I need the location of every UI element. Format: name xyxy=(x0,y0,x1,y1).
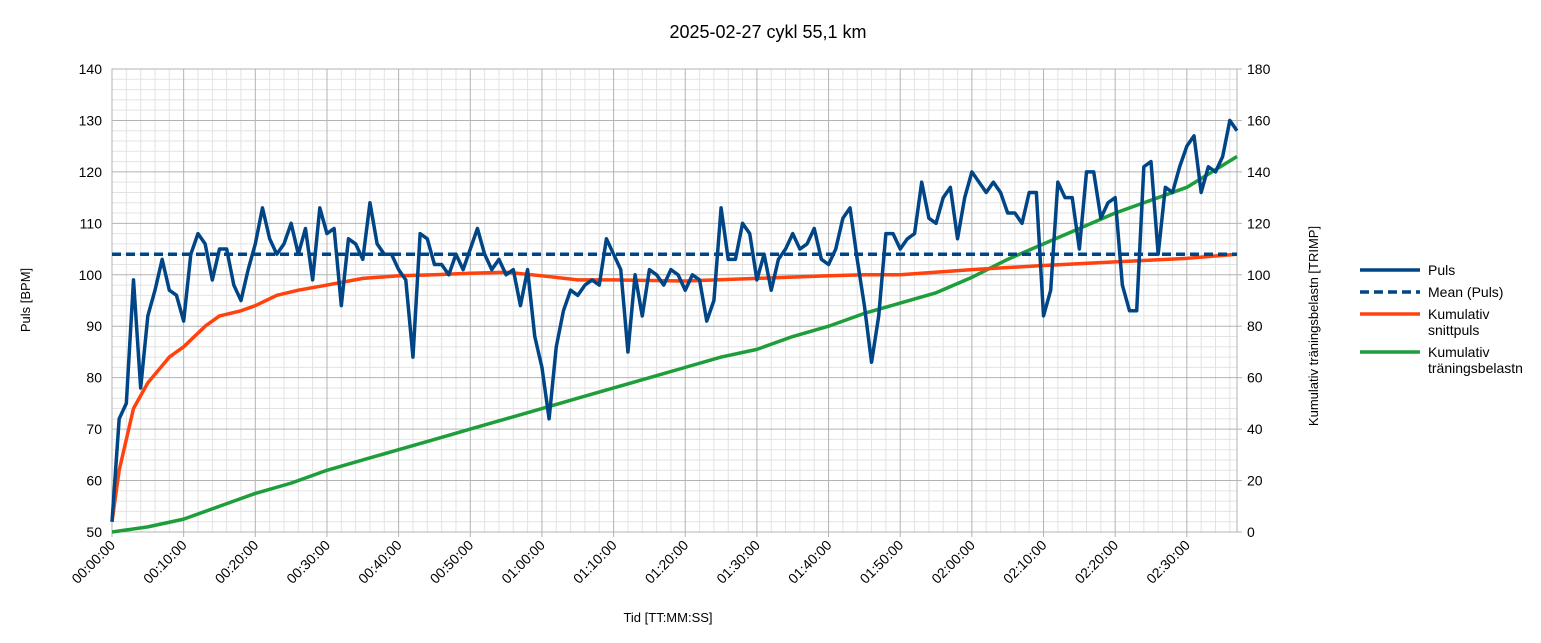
x-tick-label: 00:10:00 xyxy=(140,537,190,587)
y-tick-label: 120 xyxy=(79,164,103,180)
y-tick-label: 50 xyxy=(86,524,102,540)
legend-label: Mean (Puls) xyxy=(1428,284,1504,300)
series-line xyxy=(110,252,1238,522)
legend-item: Kumulativ träningsbelastn xyxy=(1360,344,1541,376)
x-tick-label: 01:50:00 xyxy=(856,537,906,587)
y2-tick-label: 40 xyxy=(1247,421,1263,437)
x-tick-label: 01:00:00 xyxy=(498,537,548,587)
x-axis-label: Tid [TT:MM:SS] xyxy=(623,610,712,625)
x-tick-label: 00:00:00 xyxy=(68,537,118,587)
y-tick-label: 130 xyxy=(79,112,103,128)
y-tick-label: 140 xyxy=(79,61,103,77)
y2-axis-label: Kumulativ träningsbelastn [TRIMP] xyxy=(1306,226,1321,426)
x-tick-label: 02:10:00 xyxy=(1000,537,1050,587)
y-tick-label: 90 xyxy=(86,318,102,334)
series-line xyxy=(111,154,1238,534)
legend-swatch xyxy=(1360,290,1420,294)
y2-tick-label: 0 xyxy=(1247,524,1255,540)
minor-grid xyxy=(112,69,1237,532)
y-tick-label: 110 xyxy=(80,215,103,231)
legend-label: Kumulativ träningsbelastn xyxy=(1428,344,1523,376)
x-tick-label: 01:10:00 xyxy=(570,537,620,587)
y2-tick-label: 140 xyxy=(1247,164,1271,180)
legend-swatch xyxy=(1360,350,1420,354)
legend-swatch xyxy=(1360,268,1420,272)
x-tick-label: 01:30:00 xyxy=(713,537,763,587)
plot-frame xyxy=(111,68,1238,533)
legend-label: Puls xyxy=(1428,262,1456,278)
y2-tick-label: 60 xyxy=(1247,370,1263,386)
y-tick-label: 70 xyxy=(86,421,102,437)
y-tick-label: 60 xyxy=(86,473,102,489)
y2-tick-label: 120 xyxy=(1247,215,1271,231)
y-tick-label: 80 xyxy=(86,370,102,386)
legend-item: Kumulativ snittpuls xyxy=(1360,306,1541,338)
x-tick-label: 00:40:00 xyxy=(355,537,405,587)
y-tick-label: 100 xyxy=(79,267,103,283)
y2-tick-label: 180 xyxy=(1247,61,1271,77)
y2-tick-label: 80 xyxy=(1247,318,1263,334)
legend-swatch xyxy=(1360,312,1420,316)
y2-tick-label: 160 xyxy=(1247,112,1271,128)
x-tick-label: 02:20:00 xyxy=(1071,537,1121,587)
x-tick-label: 01:40:00 xyxy=(785,537,835,587)
y-axis-label: Puls [BPM] xyxy=(18,268,33,332)
x-tick-label: 00:50:00 xyxy=(427,537,477,587)
y2-tick-label: 100 xyxy=(1247,267,1271,283)
chart-title: 2025-02-27 cykl 55,1 km xyxy=(669,22,866,42)
y2-tick-label: 20 xyxy=(1247,473,1263,489)
legend: Puls Mean (Puls) Kumulativ snittpuls Kumula… xyxy=(1360,262,1541,382)
legend-label: Kumulativ snittpuls xyxy=(1428,306,1490,338)
x-tick-label: 00:30:00 xyxy=(283,537,333,587)
x-tick-label: 02:30:00 xyxy=(1143,537,1193,587)
x-tick-label: 01:20:00 xyxy=(642,537,692,587)
legend-item: Mean (Puls) xyxy=(1360,284,1541,300)
legend-item: Puls xyxy=(1360,262,1541,278)
x-tick-label: 02:00:00 xyxy=(928,537,978,587)
series-line xyxy=(110,118,1239,522)
x-tick-label: 00:20:00 xyxy=(212,537,262,587)
